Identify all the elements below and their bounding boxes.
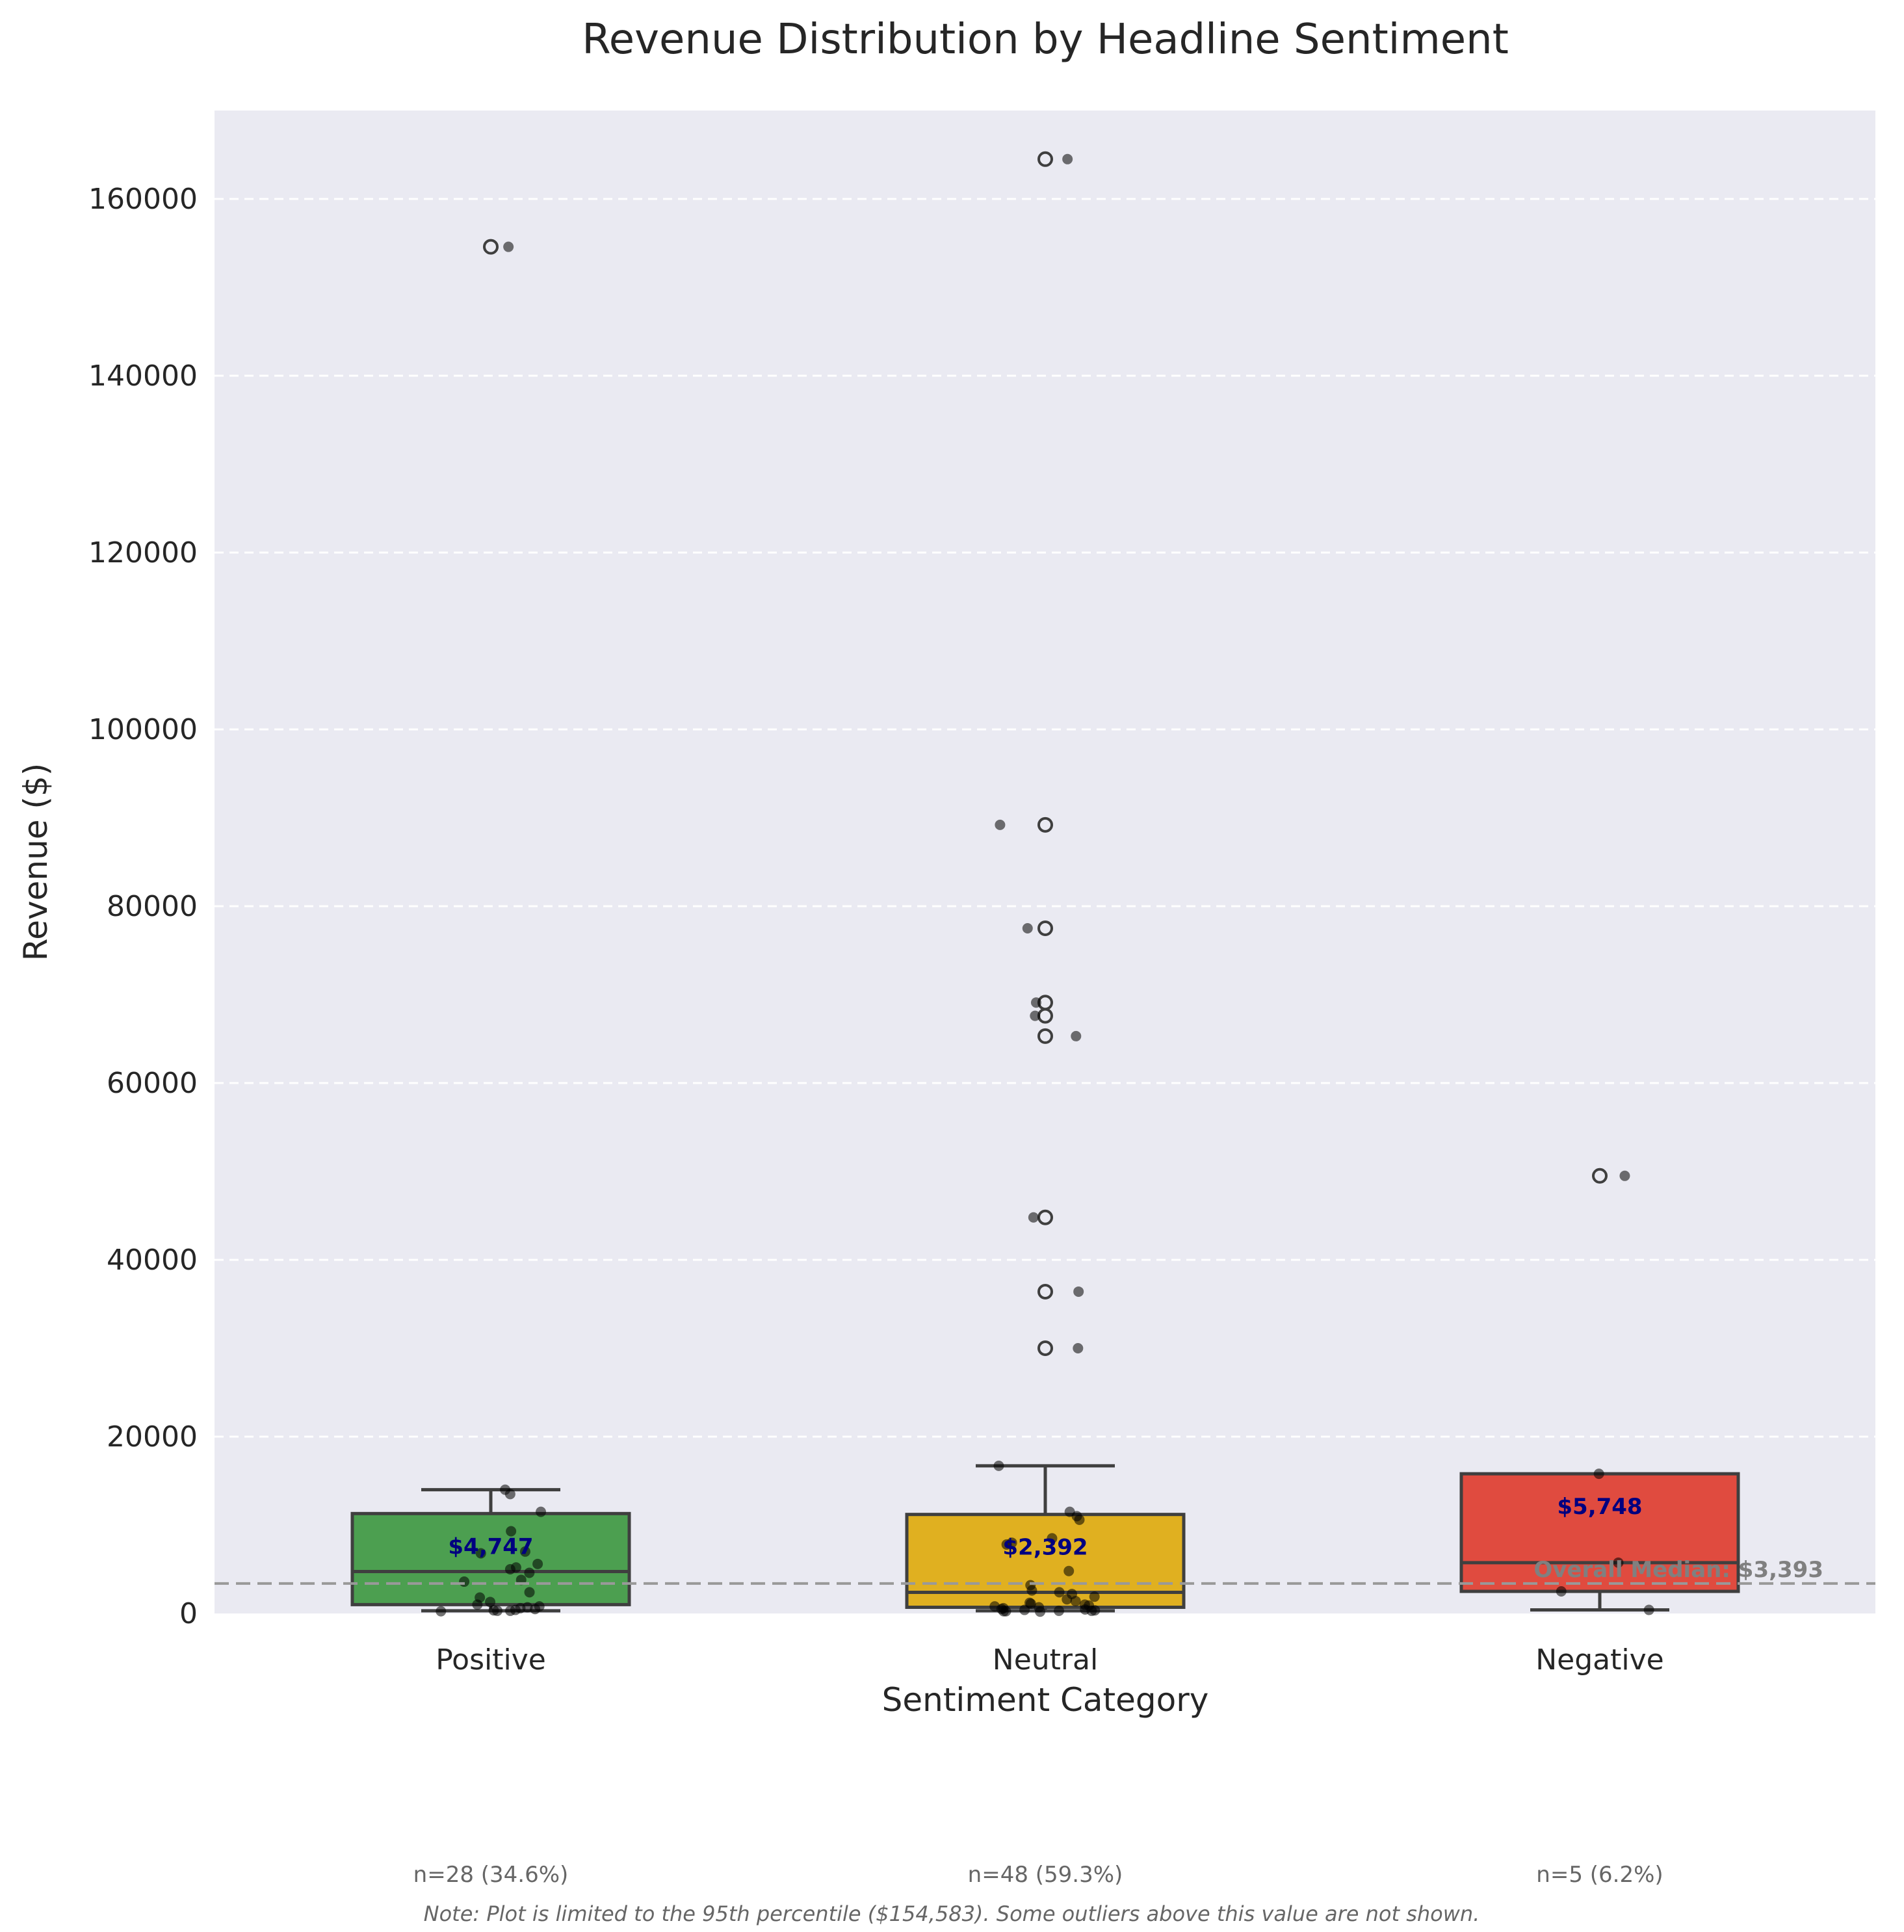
strip-point (998, 1606, 1009, 1617)
boxes (350, 151, 1740, 1613)
strip-point (1028, 1212, 1039, 1223)
y-tick-label: 80000 (107, 890, 198, 923)
strip-point (475, 1548, 486, 1559)
y-tick-label: 60000 (107, 1067, 198, 1100)
strip-point (1025, 1599, 1036, 1610)
strip-point (1556, 1586, 1567, 1597)
strip-point (1022, 923, 1033, 933)
y-tick-labels: 0 20000 40000 60000 80000 100000 120000 140000 1… (88, 183, 198, 1630)
strip-point (472, 1599, 483, 1610)
strip-point (524, 1567, 535, 1578)
y-tick-label: 20000 (107, 1420, 198, 1454)
outlier-marker (1037, 1340, 1053, 1356)
group-count-labels: n=28 (34.6%) n=48 (59.3%) n=5 (6.2%) (413, 1862, 1663, 1888)
strip-point (524, 1587, 535, 1598)
strip-point (1593, 1469, 1604, 1480)
strip-point (1086, 1605, 1097, 1616)
strip-point (1062, 1594, 1073, 1605)
x-tick-label: Neutral (993, 1643, 1098, 1677)
strip-point (1071, 1030, 1082, 1041)
strip-points (436, 153, 1654, 1617)
strip-point (532, 1558, 543, 1569)
strip-point (503, 241, 514, 252)
strip-point (530, 1604, 541, 1615)
group-count-label: n=48 (59.3%) (968, 1862, 1123, 1888)
footnote: Note: Plot is limited to the 95th percen… (424, 1901, 1480, 1926)
strip-point (1074, 1514, 1085, 1525)
median-value-labels: $4,747 $2,392 $5,748 (448, 1494, 1642, 1561)
strip-point (1054, 1605, 1065, 1616)
strip-point (1054, 1587, 1065, 1598)
strip-point (1062, 153, 1073, 164)
outlier-marker (1037, 1209, 1053, 1225)
strip-point (1073, 1343, 1084, 1353)
strip-point (1001, 1539, 1012, 1550)
y-tick-label: 140000 (88, 359, 198, 393)
strip-point (1019, 1604, 1030, 1615)
strip-point (505, 1605, 516, 1616)
strip-point (485, 1597, 496, 1608)
outlier-marker (1037, 1028, 1053, 1044)
strip-point (1613, 1557, 1624, 1568)
strip-point (1035, 1606, 1046, 1617)
strip-point (504, 1564, 515, 1574)
outlier-marker (1037, 1283, 1053, 1299)
outlier-marker (1037, 816, 1053, 833)
x-tick-label: Positive (436, 1643, 546, 1677)
median-value-label: $5,748 (1557, 1494, 1642, 1520)
outlier-marker (1592, 1168, 1608, 1184)
strip-point (1026, 1585, 1037, 1596)
strip-point (1030, 1010, 1041, 1021)
strip-point (1047, 1533, 1058, 1544)
strip-point (1643, 1604, 1654, 1615)
box-neutral (905, 151, 1186, 1613)
y-tick-label: 40000 (107, 1244, 198, 1277)
grid-lines (215, 198, 1875, 1438)
outlier-marker (483, 239, 499, 255)
strip-point (459, 1576, 470, 1587)
strip-point (993, 1460, 1004, 1471)
y-axis-title: Revenue ($) (17, 763, 55, 961)
x-axis-title: Sentiment Category (882, 1681, 1209, 1719)
outlier-marker (1037, 151, 1053, 167)
x-tick-label: Negative (1535, 1643, 1663, 1677)
strip-point (1030, 997, 1041, 1008)
strip-point (506, 1526, 517, 1537)
strip-point (436, 1606, 447, 1617)
strip-point (995, 819, 1006, 830)
overall-median-label: Overall Median: $3,393 (1533, 1557, 1823, 1583)
chart-title: Revenue Distribution by Headline Sentime… (582, 16, 1509, 64)
plot-area-background (215, 111, 1875, 1613)
iqr-box (350, 1511, 631, 1606)
group-count-label: n=28 (34.6%) (413, 1862, 569, 1888)
median-value-label: $2,392 (1002, 1535, 1088, 1561)
strip-point (500, 1484, 511, 1495)
strip-point (536, 1506, 547, 1517)
strip-point (1089, 1591, 1100, 1602)
overall-median: Overall Median: $3,393 (215, 1557, 1875, 1585)
y-tick-label: 160000 (88, 183, 198, 216)
y-tick-label: 0 (179, 1597, 198, 1630)
outlier-marker (1037, 920, 1053, 936)
strip-point (1073, 1286, 1084, 1297)
y-tick-label: 120000 (88, 536, 198, 569)
strip-point (1070, 1595, 1081, 1606)
group-count-label: n=5 (6.2%) (1536, 1862, 1663, 1888)
strip-point (1619, 1170, 1630, 1181)
x-tick-labels: Positive Neutral Negative (436, 1643, 1664, 1677)
y-tick-label: 100000 (88, 713, 198, 746)
strip-point (492, 1605, 503, 1616)
strip-point (519, 1546, 530, 1557)
median-value-label: $4,747 (448, 1534, 533, 1560)
strip-point (1063, 1565, 1075, 1576)
